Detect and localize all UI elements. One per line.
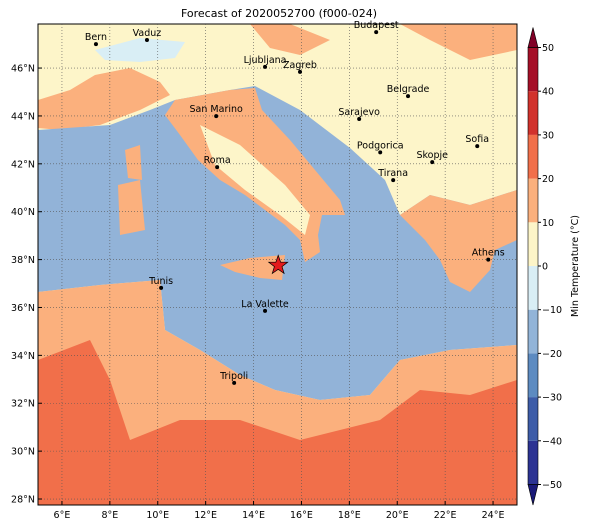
x-tick-label: 12°E (194, 510, 217, 521)
colorbar-extend-high (527, 27, 539, 48)
city-label: Sofia (465, 134, 489, 145)
city-dot (430, 160, 435, 165)
city-dot (374, 30, 379, 35)
colorbar-tick-label: −50 (542, 480, 562, 491)
city-label: Skopje (416, 150, 448, 161)
y-tick-label: 38°N (11, 255, 35, 266)
colorbar-extend-low (527, 484, 539, 506)
city-label: Zagreb (283, 60, 317, 71)
city-dot (475, 144, 480, 149)
colorbar-segment (528, 91, 538, 135)
city-dot (357, 117, 362, 122)
city-dot (263, 308, 268, 313)
x-tick-label: 8°E (101, 510, 118, 521)
greece (400, 190, 517, 292)
colorbar-tick-label: 50 (542, 43, 554, 54)
city-dot (144, 38, 149, 43)
x-tick-label: 22°E (434, 510, 457, 521)
sicily (220, 255, 285, 280)
colorbar-tick-label: 0 (542, 262, 548, 273)
city-label: Athens (472, 248, 505, 259)
city-label: San Marino (190, 104, 243, 115)
islands (118, 145, 145, 235)
colorbar-segment (528, 353, 538, 398)
colorbar-tick-label: 40 (542, 87, 554, 98)
map-frame (37, 23, 518, 506)
colorbar-segment (528, 222, 538, 266)
italy-inland (200, 125, 310, 235)
colorbar-label: Min Temperature (°C) (570, 215, 581, 317)
city-dot (232, 380, 237, 385)
x-tick-label: 14°E (242, 510, 265, 521)
city-label: Belgrade (387, 84, 430, 95)
colorbar-tick-label: −10 (542, 305, 562, 316)
x-tick-label: 20°E (386, 510, 409, 521)
city-dot (391, 178, 396, 183)
city-dot (159, 285, 164, 290)
y-tick-label: 32°N (11, 399, 35, 410)
land-warm (38, 68, 170, 130)
colorbar-tick-label: −20 (542, 349, 562, 360)
colorbar-segment (528, 397, 538, 441)
y-tick-label: 44°N (11, 111, 35, 122)
colorbar-tick-label: 10 (542, 218, 554, 229)
city-label: Budapest (354, 20, 399, 31)
colorbar-segment (528, 178, 538, 223)
city-dot (378, 150, 383, 155)
x-tick-label: 18°E (338, 510, 361, 521)
colorbar-segment (528, 440, 538, 485)
city-dot (215, 165, 220, 170)
y-tick-label: 36°N (11, 303, 35, 314)
x-tick-label: 10°E (146, 510, 169, 521)
y-tick-label: 34°N (11, 351, 35, 362)
x-tick-label: 16°E (290, 510, 313, 521)
city-label: Vaduz (133, 28, 162, 39)
city-dot (263, 64, 268, 69)
colorbar-tick-label: −40 (542, 436, 562, 447)
city-dot (298, 69, 303, 74)
y-tick-label: 46°N (11, 64, 35, 75)
city-dot (406, 94, 411, 99)
colorbar-segment (528, 309, 538, 354)
city-label: Tunis (148, 276, 173, 287)
city-dot (214, 114, 219, 119)
city-label: Bern (85, 32, 107, 43)
y-tick-label: 42°N (11, 159, 35, 170)
land-warm (250, 24, 517, 60)
y-tick-label: 30°N (11, 447, 35, 458)
city-dot (486, 257, 491, 262)
city-label: Tirana (377, 168, 408, 179)
y-tick-label: 28°N (11, 495, 35, 506)
colorbar-segment (528, 266, 538, 310)
x-tick-label: 24°E (482, 510, 505, 521)
city-dot (93, 42, 98, 47)
city-label: La Valette (241, 299, 289, 310)
colorbar-tick-label: −30 (542, 393, 562, 404)
city-label: Sarajevo (338, 107, 380, 118)
africa-hot (38, 340, 517, 505)
colorbar-tick-label: 20 (542, 174, 554, 185)
city-label: Podgorica (357, 140, 404, 151)
x-tick-label: 6°E (54, 510, 71, 521)
map-title: Forecast of 2020052700 (f000-024) (181, 7, 377, 20)
city-label: Ljubljana (244, 55, 287, 66)
colorbar-segment (528, 134, 538, 179)
city-label: Tripoli (219, 371, 248, 382)
land-cold (95, 38, 185, 62)
colorbar-segment (528, 47, 538, 92)
colorbar-tick-label: 30 (542, 130, 554, 141)
city-label: Roma (204, 155, 231, 166)
y-tick-label: 40°N (11, 207, 35, 218)
location-marker (267, 254, 289, 275)
